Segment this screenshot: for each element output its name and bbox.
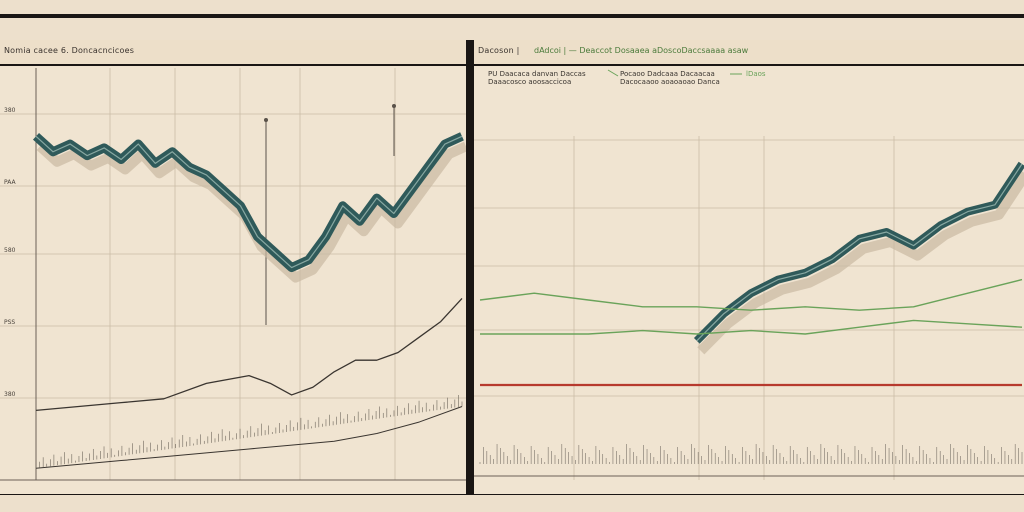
legend-entry: Pocaoo Dadcaaa Dacaacaa (620, 70, 715, 78)
legend-entry: Daaacosco aoosaccicoa (488, 78, 571, 86)
right-panel-title: Dacoson | (478, 46, 520, 55)
right-chart-panel: Dacoson | dAdcoi | — Deaccot Dosaaea aDo… (474, 40, 1024, 494)
right-panel-subtitle: dAdcoi | — Deaccot Dosaaea aDoscoDaccsaa… (534, 46, 749, 55)
y-tick-label: 380 (4, 391, 16, 398)
series-highlight (35, 135, 463, 269)
left-panel-title: Nomia cacee 6. Doncacncicoes (4, 46, 135, 55)
right-panel-header: Dacoson | dAdcoi | — Deaccot Dosaaea aDo… (474, 40, 1024, 66)
left-panel-header: Nomia cacee 6. Doncacncicoes (0, 40, 466, 66)
top-frame-bar (0, 14, 1024, 18)
y-tick-label: 580 (4, 247, 16, 254)
legend-entry: lDaos (746, 70, 766, 78)
series-line (480, 319, 1023, 335)
legend-entry: Dacocaaoo aoaoaoao Danca (620, 78, 720, 86)
series-shadow (697, 171, 1024, 355)
legend-entry: PU Daacaca danvan Daccas (488, 70, 586, 78)
marker-pin-head (264, 118, 268, 122)
y-tick-label: PAA (4, 179, 17, 186)
y-tick-label: PSS (4, 319, 15, 326)
series-line (35, 297, 463, 412)
series-line (35, 406, 463, 469)
left-chart-svg: 380 PAA 580 PSS 380 (0, 68, 466, 481)
series-line (479, 278, 1023, 311)
legend-swatch (607, 69, 619, 77)
panel-divider (466, 40, 474, 494)
y-tick-label: 380 (4, 107, 16, 114)
series-line (32, 132, 464, 273)
marker-pin-head (392, 104, 396, 108)
series-shadow (36, 141, 466, 283)
left-chart-panel: Nomia cacee 6. Doncacncicoes 380 PAA 580 PS… (0, 40, 466, 494)
series-highlight (696, 163, 1023, 342)
